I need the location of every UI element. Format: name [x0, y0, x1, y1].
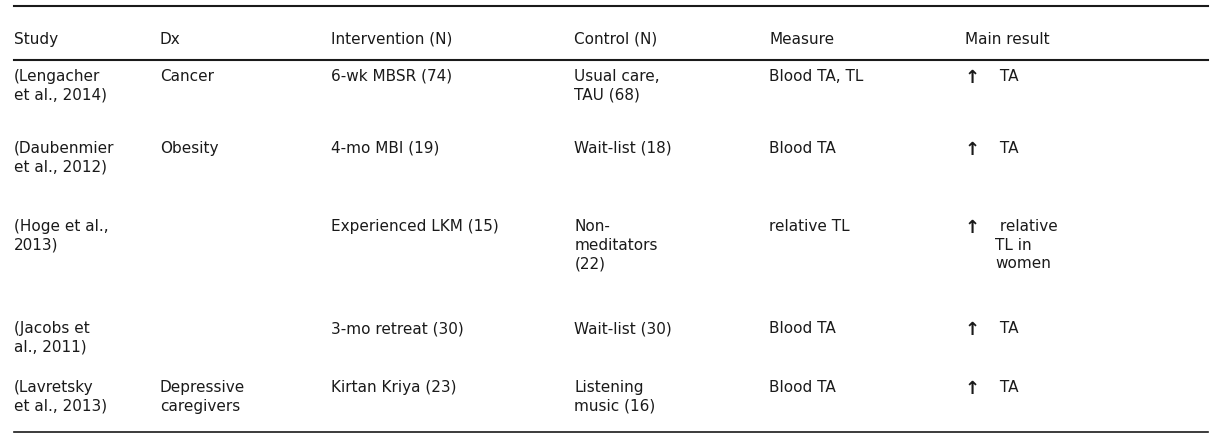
- Text: ↑: ↑: [964, 141, 980, 159]
- Text: Usual care,
TAU (68): Usual care, TAU (68): [574, 69, 660, 102]
- Text: Intervention (N): Intervention (N): [331, 32, 452, 47]
- Text: Cancer: Cancer: [160, 69, 214, 84]
- Text: ↑: ↑: [964, 69, 980, 87]
- Text: Dx: Dx: [160, 32, 181, 47]
- Text: Main result: Main result: [964, 32, 1050, 47]
- Text: Obesity: Obesity: [160, 141, 219, 155]
- Text: 4-mo MBI (19): 4-mo MBI (19): [331, 141, 439, 155]
- Text: relative
TL in
women: relative TL in women: [995, 219, 1058, 271]
- Text: Wait-list (30): Wait-list (30): [574, 321, 672, 336]
- Text: Non-
meditators
(22): Non- meditators (22): [574, 219, 657, 271]
- Text: Experienced LKM (15): Experienced LKM (15): [331, 219, 499, 234]
- Text: Blood TA: Blood TA: [770, 141, 836, 155]
- Text: (Hoge et al.,
2013): (Hoge et al., 2013): [13, 219, 109, 253]
- Text: Kirtan Kriya (23): Kirtan Kriya (23): [331, 380, 456, 395]
- Text: Study: Study: [13, 32, 57, 47]
- Text: Blood TA: Blood TA: [770, 321, 836, 336]
- Text: TA: TA: [995, 321, 1019, 336]
- Text: TA: TA: [995, 69, 1019, 84]
- Text: TA: TA: [995, 141, 1019, 155]
- Text: 6-wk MBSR (74): 6-wk MBSR (74): [331, 69, 452, 84]
- Text: TA: TA: [995, 380, 1019, 395]
- Text: Blood TA: Blood TA: [770, 380, 836, 395]
- Text: ↑: ↑: [964, 380, 980, 398]
- Text: (Daubenmier
et al., 2012): (Daubenmier et al., 2012): [13, 141, 114, 174]
- Text: Measure: Measure: [770, 32, 835, 47]
- Text: (Jacobs et
al., 2011): (Jacobs et al., 2011): [13, 321, 89, 355]
- Text: Blood TA, TL: Blood TA, TL: [770, 69, 864, 84]
- Text: 3-mo retreat (30): 3-mo retreat (30): [331, 321, 463, 336]
- Text: (Lavretsky
et al., 2013): (Lavretsky et al., 2013): [13, 380, 106, 413]
- Text: (Lengacher
et al., 2014): (Lengacher et al., 2014): [13, 69, 106, 102]
- Text: ↑: ↑: [964, 321, 980, 339]
- Text: Depressive
caregivers: Depressive caregivers: [160, 380, 246, 413]
- Text: Wait-list (18): Wait-list (18): [574, 141, 672, 155]
- Text: Listening
music (16): Listening music (16): [574, 380, 656, 413]
- Text: Control (N): Control (N): [574, 32, 657, 47]
- Text: relative TL: relative TL: [770, 219, 851, 234]
- Text: ↑: ↑: [964, 219, 980, 237]
